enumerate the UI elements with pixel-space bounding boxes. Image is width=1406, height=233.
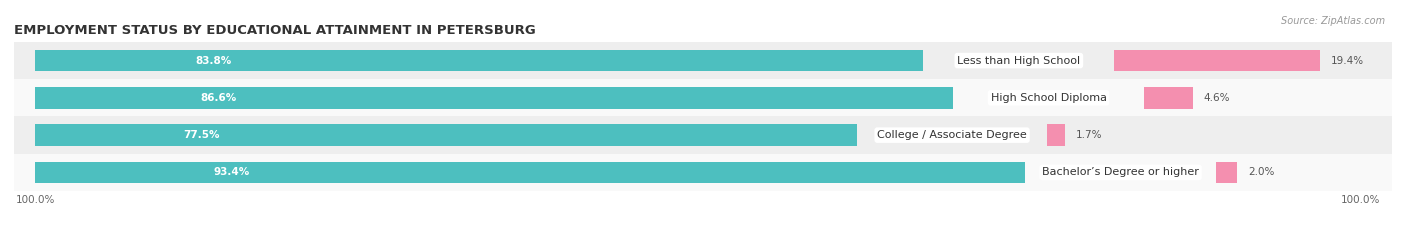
Text: 19.4%: 19.4% — [1330, 56, 1364, 65]
Text: High School Diploma: High School Diploma — [991, 93, 1107, 103]
Text: Bachelor’s Degree or higher: Bachelor’s Degree or higher — [1042, 168, 1199, 177]
Bar — [35, 124, 856, 146]
Bar — [14, 116, 1392, 154]
Text: 93.4%: 93.4% — [214, 168, 250, 177]
Text: 77.5%: 77.5% — [183, 130, 219, 140]
Bar — [14, 42, 1392, 79]
Bar — [35, 87, 953, 109]
Text: Source: ZipAtlas.com: Source: ZipAtlas.com — [1281, 16, 1385, 26]
Bar — [1144, 87, 1192, 109]
Bar — [1216, 162, 1237, 183]
Text: 83.8%: 83.8% — [195, 56, 232, 65]
Text: EMPLOYMENT STATUS BY EDUCATIONAL ATTAINMENT IN PETERSBURG: EMPLOYMENT STATUS BY EDUCATIONAL ATTAINM… — [14, 24, 536, 37]
Text: 2.0%: 2.0% — [1247, 168, 1274, 177]
Text: 1.7%: 1.7% — [1076, 130, 1102, 140]
Text: College / Associate Degree: College / Associate Degree — [877, 130, 1026, 140]
Text: 4.6%: 4.6% — [1204, 93, 1230, 103]
Text: 86.6%: 86.6% — [201, 93, 236, 103]
Text: Less than High School: Less than High School — [957, 56, 1080, 65]
Bar — [1047, 124, 1066, 146]
Bar — [14, 154, 1392, 191]
Bar — [35, 162, 1025, 183]
Bar — [35, 50, 924, 71]
Bar — [14, 79, 1392, 116]
Bar — [1114, 50, 1320, 71]
